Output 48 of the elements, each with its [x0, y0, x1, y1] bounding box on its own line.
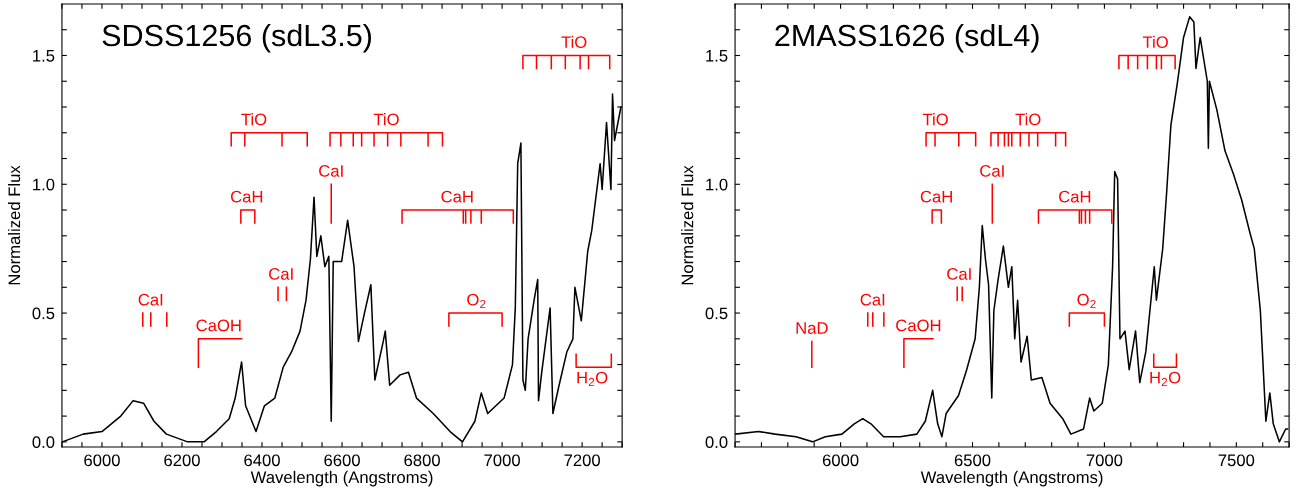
annotation: TiO: [1142, 35, 1168, 49]
annotation: CaOH: [196, 319, 241, 332]
x-tick-label: 7200: [564, 454, 601, 467]
y-tick-label: 1.0: [33, 178, 55, 191]
annotation: CaI: [138, 293, 163, 306]
annotation: CaH: [230, 190, 263, 203]
x-tick-label: 7500: [1218, 454, 1255, 467]
y-tick-label: 0.5: [32, 307, 55, 320]
x-tick-label: 7000: [1086, 454, 1123, 467]
annotation: TiO: [561, 35, 587, 49]
annotation: CaOH: [896, 319, 941, 332]
annotation: CaH: [920, 190, 952, 203]
annotation: TiO: [922, 113, 948, 126]
x-tick-label: 6500: [954, 454, 991, 467]
annotation: NaD: [796, 322, 828, 334]
x-tick-label: 6000: [84, 454, 120, 467]
y-axis-title: Normalized Flux: [681, 165, 694, 285]
x-tick-label: 6600: [324, 454, 360, 467]
y-tick-label: 0.5: [705, 307, 728, 320]
annotation: H$_{2}$O: [1150, 371, 1181, 387]
annotation: CaI: [269, 268, 293, 280]
annotation: TiO: [241, 113, 267, 126]
y-tick-label: 1.5: [33, 50, 55, 62]
text: 2MASS1626 (sdL4): [775, 23, 1039, 53]
annotation: CaI: [980, 165, 1004, 177]
x-axis-title: Wavelength (Angstroms): [920, 470, 1103, 487]
y-tick-label: 0.0: [32, 436, 55, 449]
x-tick-label: 6000: [822, 454, 859, 467]
y-tick-label: 0.0: [705, 436, 728, 449]
y-tick-label: 1.5: [706, 50, 728, 62]
y-tick-label: 1.0: [706, 178, 728, 191]
annotation: TiO: [373, 113, 399, 126]
x-tick-label: 6400: [244, 454, 280, 467]
annotation: CaH: [1059, 190, 1091, 203]
annotation: O$_{2}$: [1077, 293, 1096, 309]
annotation: CaH: [441, 190, 473, 203]
annotation: CaI: [947, 268, 971, 280]
text: SDSS1256 (sdL3.5): [102, 23, 372, 53]
y-axis-title: Normalized Flux: [7, 165, 21, 285]
x-tick-label: 6200: [164, 454, 200, 467]
x-tick-label: 7000: [484, 454, 520, 467]
x-tick-label: 6800: [404, 454, 440, 467]
annotation: O$_{2}$: [467, 293, 486, 309]
x-axis-title: Wavelength (Angstroms): [250, 470, 433, 487]
annotation: CaI: [860, 293, 885, 306]
annotation: CaI: [319, 165, 343, 177]
annotation: TiO: [1015, 113, 1041, 126]
annotation: H$_{2}$O: [577, 371, 608, 387]
